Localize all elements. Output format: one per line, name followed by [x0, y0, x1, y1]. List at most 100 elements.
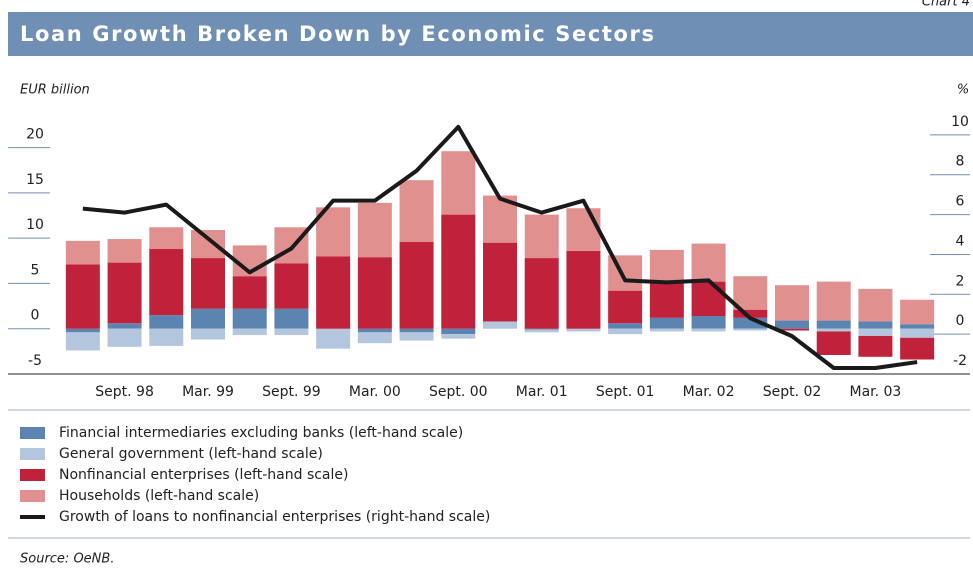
bar-segment — [816, 331, 851, 355]
bar-segment — [483, 242, 517, 322]
y-tick-label: 5 — [31, 262, 40, 278]
bar-segment — [649, 328, 684, 332]
bar-segment — [357, 202, 392, 258]
y-tick-label: 10 — [26, 217, 44, 233]
bar-segment — [65, 328, 100, 333]
x-tick-label: Sept. 01 — [596, 384, 655, 400]
bar-segment — [608, 323, 643, 329]
y2-tick-label: 0 — [956, 313, 965, 329]
bar-segment — [483, 321, 517, 329]
x-tick-label: Mar. 00 — [349, 384, 401, 400]
legend-label: Growth of loans to nonfinancial enterpri… — [59, 509, 490, 525]
bar-segment — [399, 180, 434, 242]
bar-segment — [399, 241, 434, 329]
bar-segment — [524, 258, 559, 329]
legend-swatch — [20, 448, 45, 460]
bar-segment — [357, 332, 392, 344]
x-tick-label: Sept. 99 — [262, 384, 321, 400]
y-tick-label: 0 — [31, 308, 40, 324]
bar-segment — [357, 328, 392, 333]
bar-segment — [149, 249, 184, 316]
bar-segment — [858, 335, 893, 357]
bar-segment — [65, 332, 100, 351]
bar-segment — [441, 328, 476, 335]
bar-segment — [649, 283, 684, 318]
y-tick-label: 20 — [26, 127, 44, 143]
y2-tick-label: 4 — [956, 233, 965, 249]
bar-segment — [107, 328, 142, 347]
bar-segment — [191, 308, 225, 329]
bar-segment — [691, 243, 726, 282]
bar-segment — [900, 337, 935, 360]
x-tick-label: Mar. 01 — [516, 384, 568, 400]
bar-segment — [566, 328, 601, 332]
bar-segment — [691, 316, 726, 329]
bar-segment — [566, 250, 601, 329]
legend-label: Households (left-hand scale) — [59, 488, 259, 504]
corner-label: Chart 4 — [922, 0, 970, 10]
y2-tick-label: 2 — [956, 273, 965, 289]
bar-segment — [524, 214, 559, 259]
legend-label: Financial intermediaries excluding banks… — [59, 425, 463, 441]
bar-segment — [524, 328, 559, 330]
bar-segment — [316, 256, 351, 329]
bar-segment — [900, 299, 935, 325]
bar-segment — [816, 320, 851, 329]
bar-segment — [316, 328, 351, 349]
bar-segment — [232, 276, 267, 309]
bar-segment — [775, 328, 809, 331]
source: Source: OeNB. — [20, 552, 114, 567]
bar-segment — [441, 214, 476, 329]
bar-segment — [149, 328, 184, 346]
bar-segment — [441, 151, 476, 215]
bar-segment — [357, 257, 392, 329]
x-tick-label: Sept. 02 — [763, 384, 822, 400]
bar-segment — [649, 249, 684, 284]
bar-segment — [191, 258, 225, 309]
bar-segment — [107, 239, 142, 263]
bar-segment — [399, 332, 434, 341]
legend-label: Nonfinancial enterprises (left-hand scal… — [59, 467, 348, 483]
bar-segment — [107, 262, 142, 324]
bar-segment — [649, 317, 684, 329]
bar-segment — [816, 328, 851, 332]
legend-swatch — [20, 469, 45, 481]
chart-title: Loan Growth Broken Down by Economic Sect… — [20, 22, 656, 46]
bar-segment — [65, 240, 100, 265]
x-tick-label: Mar. 02 — [683, 384, 735, 400]
y-axis-label: EUR billion — [20, 83, 90, 98]
bar-segment — [900, 324, 935, 329]
line — [82, 124, 918, 371]
title-bar — [8, 12, 973, 56]
bar-segment — [524, 329, 559, 333]
bar-segment — [107, 323, 142, 329]
y2-tick-label: 10 — [951, 114, 969, 130]
bar-segment — [566, 208, 601, 251]
bar-segment — [733, 328, 768, 331]
x-tick-label: Sept. 00 — [429, 384, 488, 400]
bar-segment — [733, 276, 768, 310]
bar-segment — [149, 227, 184, 250]
bar-segment — [775, 285, 809, 321]
bar-segment — [900, 328, 935, 338]
bar-segment — [858, 321, 893, 329]
bar-segment — [691, 328, 726, 332]
bar-segment — [733, 317, 768, 329]
y2-tick-label: 8 — [956, 154, 965, 170]
y2-axis-label: % — [957, 83, 969, 98]
bar-segment — [608, 290, 643, 324]
bar-segment — [733, 309, 768, 318]
bar-segment — [65, 264, 100, 329]
bar-segment — [858, 328, 893, 336]
bar-segment — [399, 328, 434, 333]
bar-segment — [232, 308, 267, 329]
x-tick-label: Mar. 99 — [182, 384, 234, 400]
bar-segment — [858, 288, 893, 322]
bar-segment — [274, 308, 309, 329]
legend-swatch — [20, 427, 45, 439]
y2-tick-label: -2 — [953, 353, 967, 369]
bar-segment — [274, 328, 309, 336]
bar-segment — [149, 315, 184, 329]
bar-segment — [191, 229, 225, 259]
